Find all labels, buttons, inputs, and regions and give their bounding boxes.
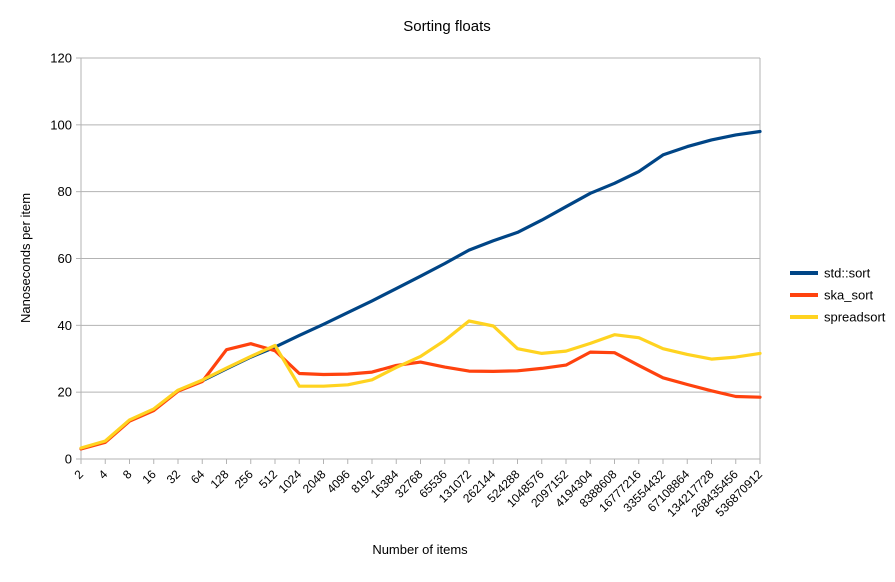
y-tick-label: 100 [50, 117, 72, 132]
legend-item: ska_sort [790, 288, 874, 303]
x-tick-labels: 2 4 8 16 32 64 128 256 5121024204840968192163843… [71, 467, 765, 520]
x-tick-label: 256 [232, 467, 256, 491]
y-tick-label: 80 [58, 184, 72, 199]
y-axis-title: Nanoseconds per item [18, 193, 33, 323]
x-tick-label: 64 [188, 467, 208, 487]
x-tick-label: 128 [208, 467, 232, 491]
series-line-ska_sort [79, 342, 762, 451]
data-series-lines [79, 129, 762, 451]
series-line-std-sort [79, 129, 762, 451]
x-tick-label: 8 [120, 467, 135, 482]
series-line-spreadsort [79, 319, 762, 450]
y-tick-label: 60 [58, 251, 72, 266]
axes [76, 57, 761, 464]
x-tick-label: 2048 [300, 467, 329, 496]
legend-item: std::sort [790, 266, 871, 281]
x-tick-label: 32 [164, 467, 184, 487]
gridlines [81, 57, 760, 393]
x-tick-label: 16 [140, 467, 160, 487]
legend-item-label: spreadsort [824, 310, 886, 325]
x-tick-label: 2 [71, 467, 86, 482]
x-tick-label: 1024 [276, 467, 305, 496]
y-tick-label: 120 [50, 51, 72, 66]
x-tick-label: 4 [96, 467, 111, 482]
y-tick-label: 40 [58, 318, 72, 333]
y-tick-label: 20 [58, 385, 72, 400]
legend-item-label: ska_sort [824, 288, 874, 303]
x-axis-title: Number of items [372, 542, 468, 557]
y-tick-label: 0 [65, 452, 72, 467]
legend-item: spreadsort [790, 310, 886, 325]
legend-item-label: std::sort [824, 266, 871, 281]
chart-title: Sorting floats [403, 18, 491, 35]
y-tick-labels: 0 20 40 60 80 100 120 [50, 51, 72, 467]
x-tick-label: 4096 [324, 467, 353, 496]
